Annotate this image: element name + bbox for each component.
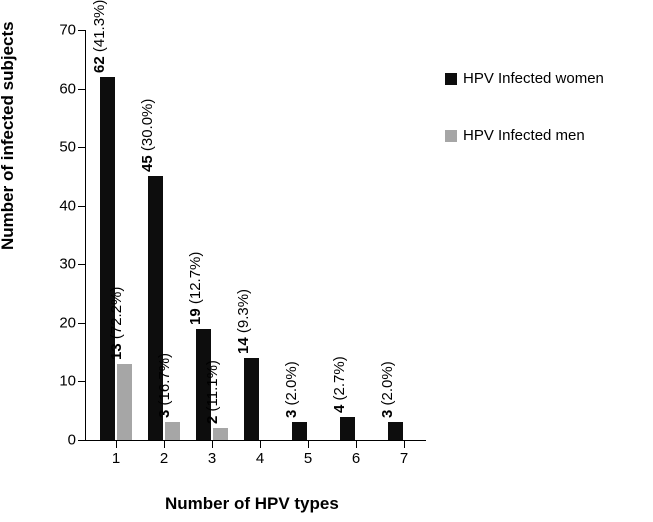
x-tick-label: 1: [112, 440, 120, 467]
plot-area: 010203040506070162 (41.3%)13 (72.2%)245 …: [85, 30, 426, 441]
bar: 3 (16.7%): [165, 422, 180, 440]
legend-label: HPV Infected women: [463, 70, 604, 87]
bar-label: 4 (2.7%): [331, 356, 348, 417]
x-axis-label: Number of HPV types: [165, 494, 339, 514]
bar-label: 19 (12.7%): [187, 251, 204, 328]
chart-container: Number of infected subjects 010203040506…: [0, 0, 653, 522]
x-tick-label: 3: [208, 440, 216, 467]
y-tick-label: 70: [59, 22, 86, 39]
y-tick-label: 20: [59, 314, 86, 331]
x-tick-label: 2: [160, 440, 168, 467]
y-tick-label: 40: [59, 197, 86, 214]
x-tick-label: 6: [352, 440, 360, 467]
legend: HPV Infected women HPV Infected men: [445, 70, 604, 184]
bar: 2 (11.1%): [213, 428, 228, 440]
legend-item: HPV Infected women: [445, 70, 604, 87]
y-tick-label: 50: [59, 139, 86, 156]
bar-label: 13 (72.2%): [108, 286, 125, 363]
bar-label: 3 (2.0%): [379, 362, 396, 423]
y-axis-label: Number of infected subjects: [0, 21, 18, 250]
legend-swatch: [445, 130, 457, 142]
bar: 14 (9.3%): [244, 358, 259, 440]
y-tick-label: 30: [59, 256, 86, 273]
bar-label: 3 (16.7%): [156, 353, 173, 422]
bar-label: 62 (41.3%): [91, 0, 108, 77]
legend-label: HPV Infected men: [463, 127, 585, 144]
bar-label: 14 (9.3%): [235, 289, 252, 358]
bar: 4 (2.7%): [340, 417, 355, 440]
bar-label: 3 (2.0%): [283, 362, 300, 423]
bar-label: 2 (11.1%): [204, 360, 221, 428]
x-tick-label: 7: [400, 440, 408, 467]
y-tick-label: 0: [68, 432, 86, 449]
legend-swatch: [445, 73, 457, 85]
bar: 3 (2.0%): [292, 422, 307, 440]
legend-item: HPV Infected men: [445, 127, 604, 144]
y-tick-label: 60: [59, 80, 86, 97]
bar: 13 (72.2%): [117, 364, 132, 440]
bar: 62 (41.3%): [100, 77, 115, 440]
bar-label: 45 (30.0%): [139, 99, 156, 176]
x-tick-label: 5: [304, 440, 312, 467]
x-tick-label: 4: [256, 440, 264, 467]
bar: 3 (2.0%): [388, 422, 403, 440]
y-tick-label: 10: [59, 373, 86, 390]
